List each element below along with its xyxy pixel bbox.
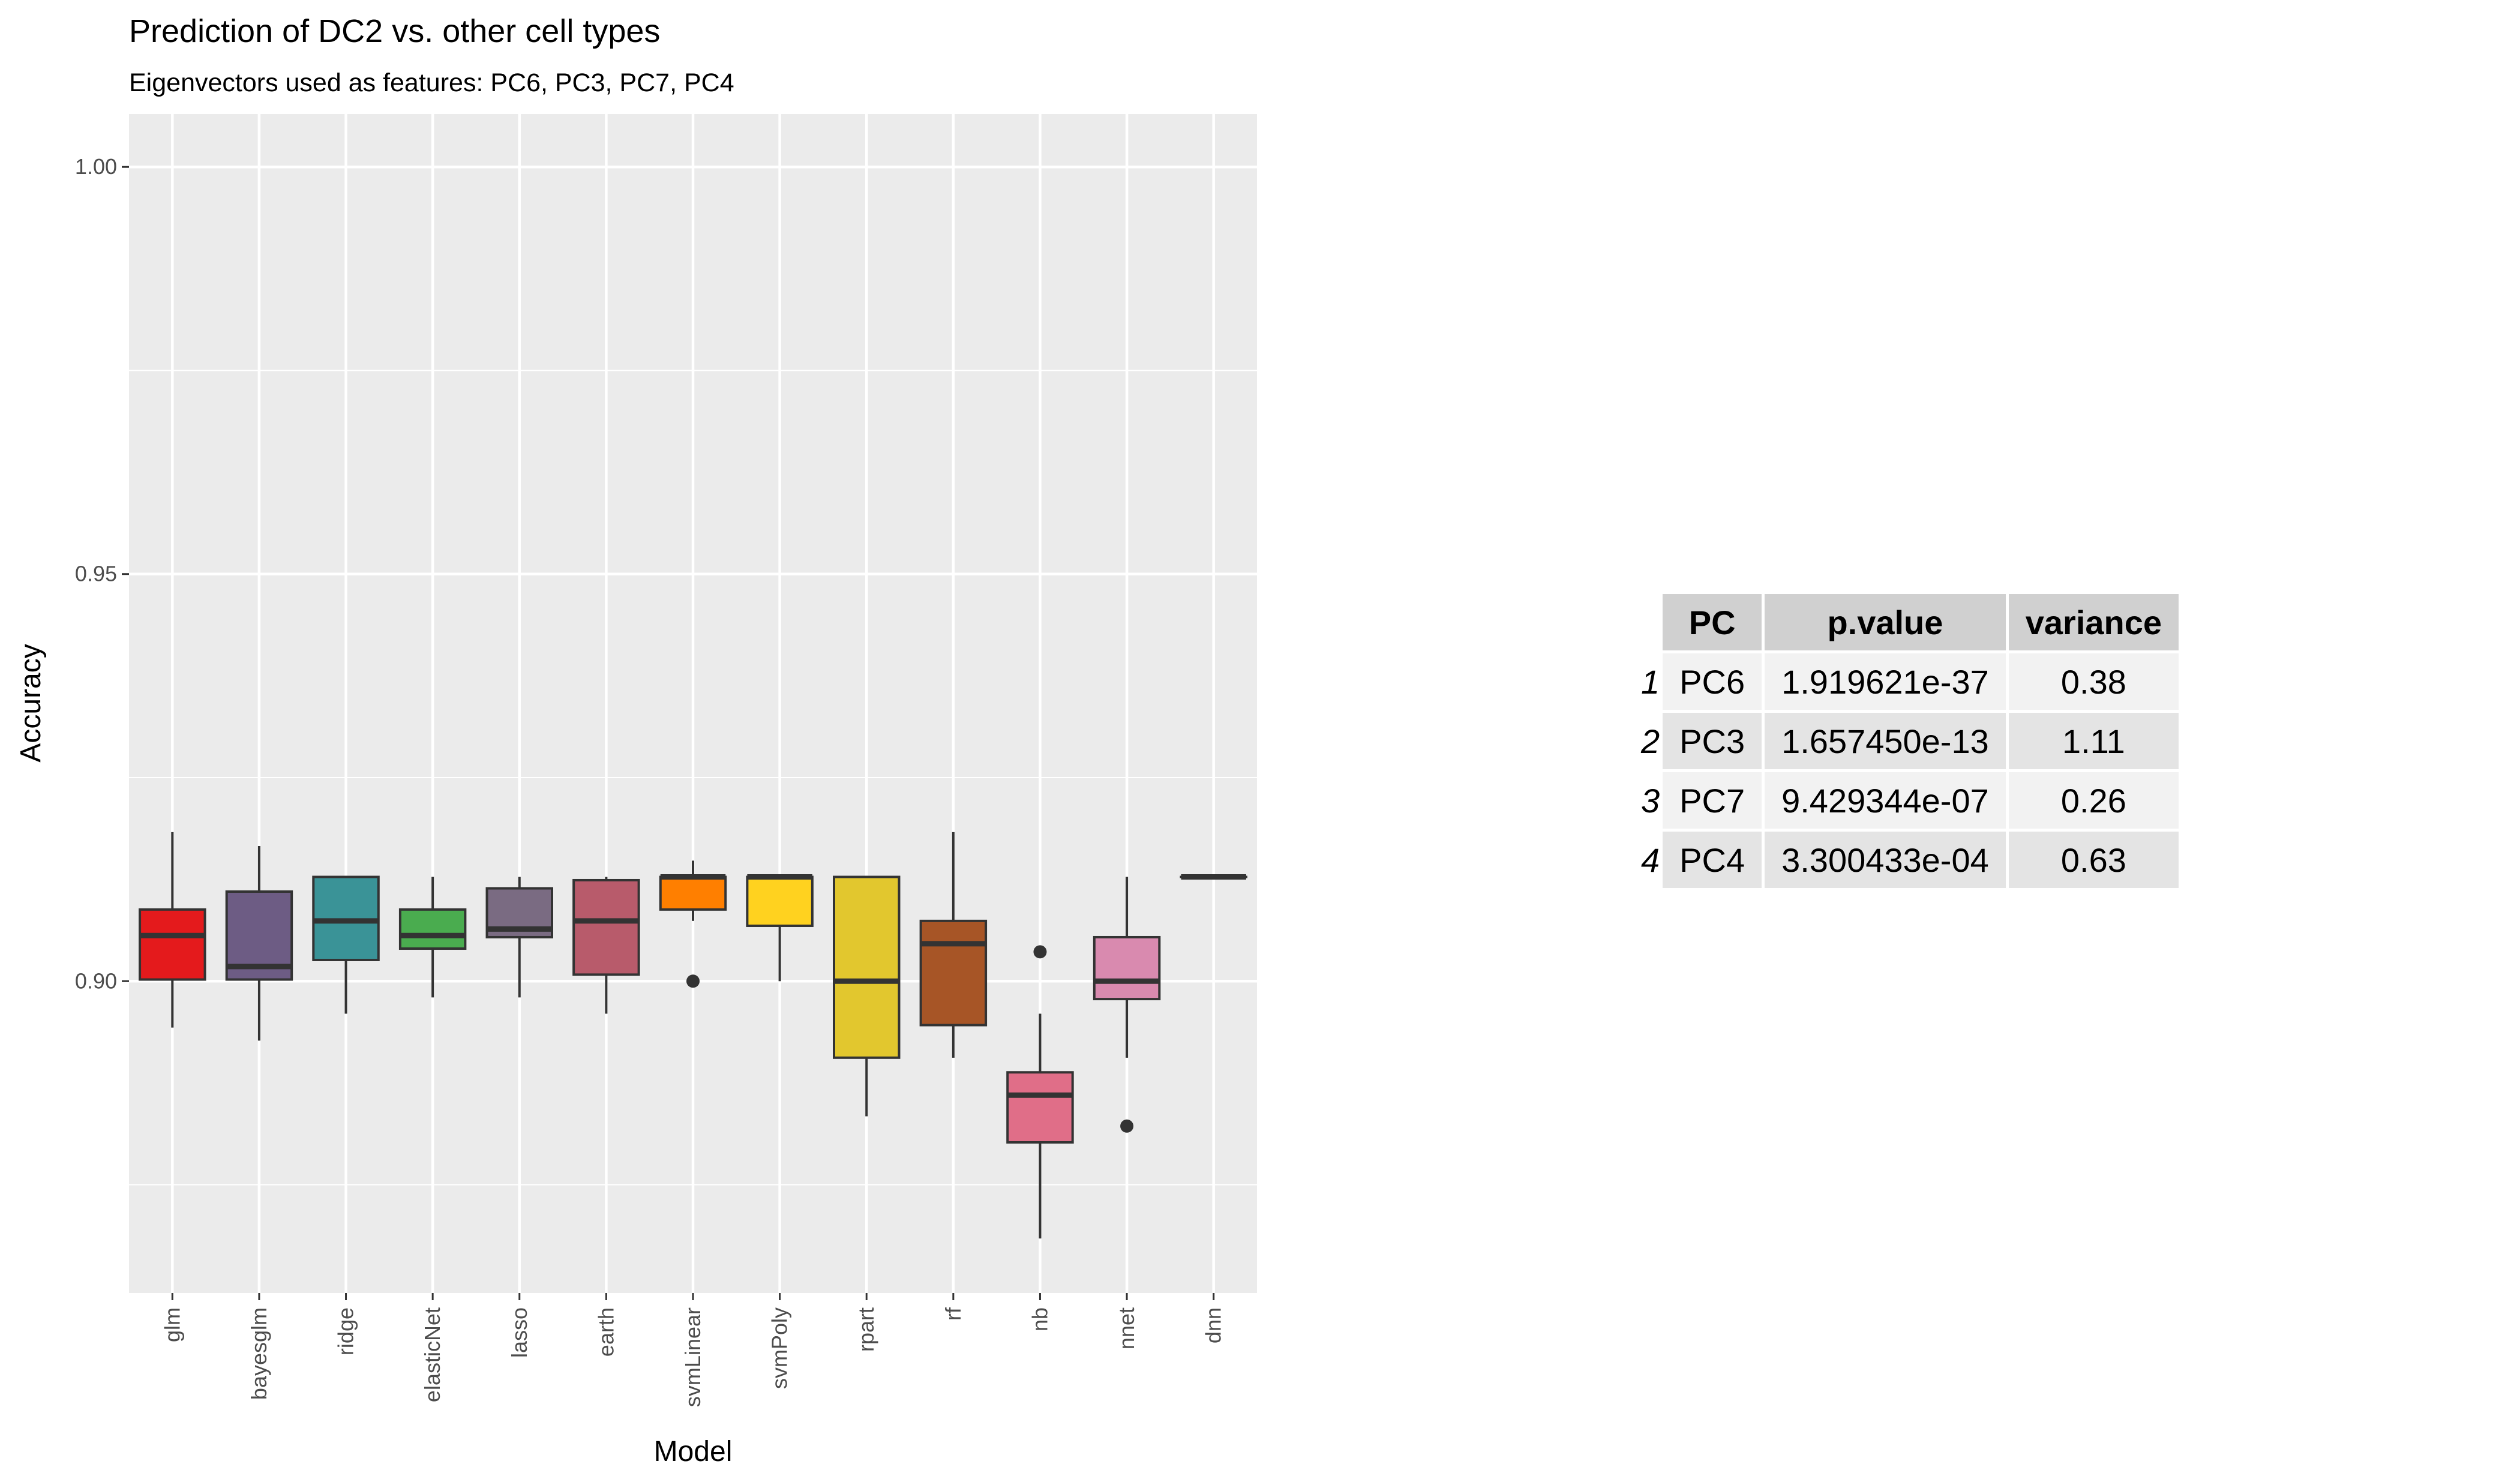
y-tick-label: 0.95 <box>75 562 117 586</box>
table-row: 3 PC7 9.429344e-07 0.26 <box>1635 772 2179 829</box>
boxplot-chart: Prediction of DC2 vs. other cell types E… <box>15 13 1257 1468</box>
x-tick-label: ridge <box>334 1307 358 1355</box>
box-iqr <box>139 908 206 981</box>
x-tick-label: elasticNet <box>420 1307 445 1402</box>
y-tick-label: 1.00 <box>75 154 117 179</box>
boxes <box>139 832 1247 1239</box>
box-nb <box>1006 945 1074 1239</box>
row-number: 3 <box>1641 781 1660 820</box>
variance-cell: 0.63 <box>2008 832 2179 888</box>
x-tick-label: svmLinear <box>680 1307 705 1407</box>
box-rf <box>919 832 988 1058</box>
variance-cell: 0.26 <box>2008 772 2179 829</box>
box-iqr <box>659 875 727 911</box>
x-axis-title: Model <box>654 1436 733 1468</box>
box-iqr <box>398 908 467 950</box>
grid-lines <box>129 114 1257 1293</box>
y-tick-label: 0.90 <box>75 968 117 993</box>
table-row: 1 PC6 1.919621e-37 0.38 <box>1635 653 2179 710</box>
row-number: 2 <box>1641 722 1660 760</box>
x-tick-label: nnet <box>1114 1307 1139 1349</box>
box-rpart <box>833 875 901 1117</box>
pc-table-header-pvalue: p.value <box>1765 594 2006 650</box>
x-tick-label: earth <box>593 1307 618 1357</box>
box-earth <box>572 877 640 1014</box>
table-row: 4 PC4 3.300433e-04 0.63 <box>1635 832 2179 888</box>
chart-title: Prediction of DC2 vs. other cell types <box>129 13 660 49</box>
box-nnet <box>1093 877 1161 1133</box>
x-tick-label: nb <box>1027 1307 1052 1331</box>
variance-cell: 0.38 <box>2008 653 2179 710</box>
pvalue-cell: 1.657450e-13 <box>1765 713 2006 769</box>
pvalue-cell: 1.919621e-37 <box>1765 653 2006 710</box>
x-axis-ticks: glm bayesglm ridge elasticNet lasso earth svmL… <box>160 1293 1226 1407</box>
box-ridge <box>312 875 380 1014</box>
box-iqr <box>919 919 988 1027</box>
x-tick-label: lasso <box>507 1307 532 1358</box>
box-glm <box>139 832 206 1028</box>
x-tick-label: rpart <box>854 1307 878 1352</box>
box-svmPoly <box>746 874 814 982</box>
x-tick-label: rf <box>941 1307 965 1321</box>
pc-cell: PC3 <box>1663 713 1762 769</box>
chart-subtitle: Eigenvectors used as features: PC6, PC3,… <box>129 68 734 97</box>
row-number: 4 <box>1641 841 1660 879</box>
pc-cell: PC7 <box>1663 772 1762 829</box>
box-elasticNet <box>398 877 467 998</box>
pc-table: PC p.value variance 1 PC6 1.919621e-37 0… <box>1632 591 2182 891</box>
outlier-point <box>1033 945 1047 959</box>
box-svmLinear <box>659 860 727 988</box>
pc-cell: PC4 <box>1663 832 1762 888</box>
x-tick-label: svmPoly <box>767 1307 792 1389</box>
y-axis-ticks: 0.90 0.95 1.00 <box>75 154 129 993</box>
box-iqr <box>746 875 814 927</box>
box-iqr <box>572 878 640 976</box>
pvalue-cell: 3.300433e-04 <box>1765 832 2006 888</box>
box-iqr <box>1093 935 1161 1001</box>
outlier-point <box>1120 1119 1134 1133</box>
x-tick-label: dnn <box>1201 1307 1226 1343</box>
pc-table-header: PC p.value variance <box>1635 594 2179 650</box>
pc-table-header-pc: PC <box>1663 594 1762 650</box>
box-bayesglm <box>225 845 293 1041</box>
box-iqr <box>1006 1071 1074 1144</box>
x-tick-label: bayesglm <box>247 1307 271 1400</box>
table-row: 2 PC3 1.657450e-13 1.11 <box>1635 713 2179 769</box>
outlier-point <box>686 974 700 988</box>
y-axis-title: Accuracy <box>15 644 47 762</box>
pc-table-corner <box>1635 594 1660 650</box>
box-lasso <box>485 877 553 998</box>
variance-cell: 1.11 <box>2008 713 2179 769</box>
pc-cell: PC6 <box>1663 653 1762 710</box>
pc-table-header-variance: variance <box>2008 594 2179 650</box>
x-tick-label: glm <box>160 1307 184 1342</box>
box-iqr <box>833 875 901 1059</box>
pvalue-cell: 9.429344e-07 <box>1765 772 2006 829</box>
row-number: 1 <box>1641 662 1660 701</box>
